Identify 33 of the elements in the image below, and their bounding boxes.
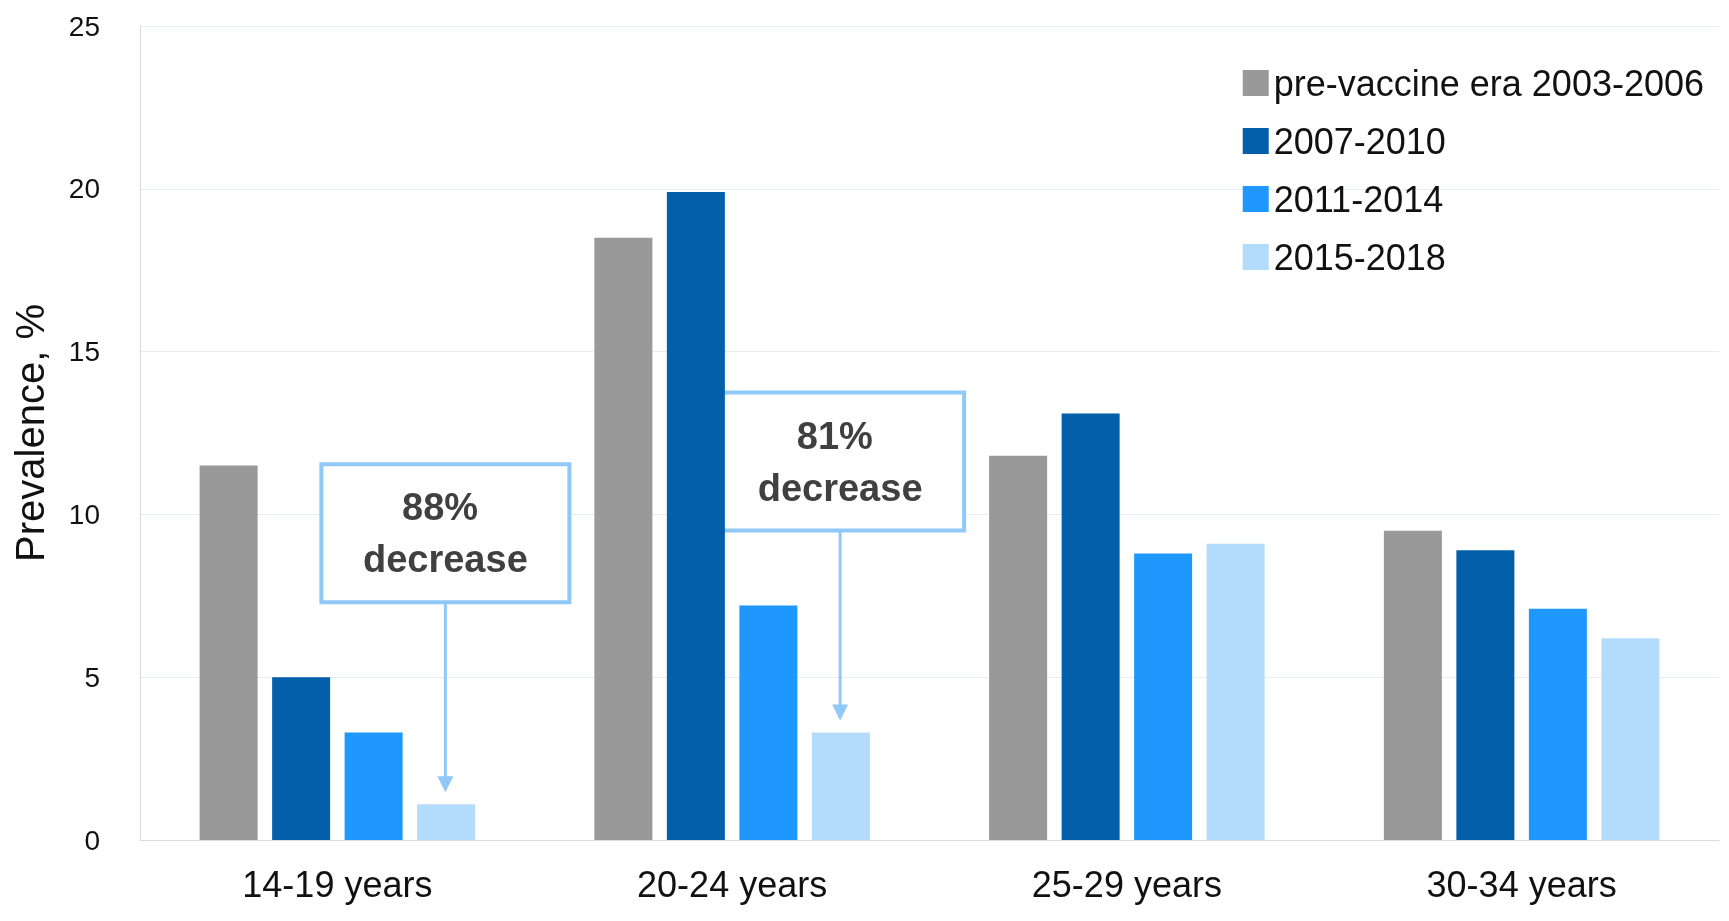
bar xyxy=(1456,550,1515,840)
bar xyxy=(989,455,1048,840)
x-tick-label: 14-19 years xyxy=(242,863,433,905)
x-tick-label: 30-34 years xyxy=(1426,863,1617,905)
y-tick-label: 20 xyxy=(68,173,100,205)
y-tick-label: 25 xyxy=(68,10,100,42)
bar xyxy=(199,465,258,840)
x-tick-label: 25-29 years xyxy=(1031,863,1222,905)
y-axis-title: Prevalence, % xyxy=(8,304,52,562)
bar xyxy=(417,804,476,840)
y-tick-label: 10 xyxy=(68,498,100,530)
bar xyxy=(272,677,331,840)
bar xyxy=(666,192,725,840)
bar xyxy=(739,605,798,840)
y-tick-label: 15 xyxy=(68,336,100,368)
x-tick-label: 20-24 years xyxy=(637,863,828,905)
annotation: 88% decrease xyxy=(362,486,528,581)
bar xyxy=(594,237,653,840)
bar xyxy=(1601,638,1660,840)
bar xyxy=(1206,543,1265,840)
annotation: 81% decrease xyxy=(757,414,923,509)
bar xyxy=(811,732,870,840)
legend-label: 2015-2018 xyxy=(1273,236,1446,278)
bar xyxy=(1528,608,1587,840)
bar xyxy=(1134,553,1193,840)
bar xyxy=(1383,530,1442,840)
bar xyxy=(1061,413,1120,840)
legend-label: 2011-2014 xyxy=(1273,178,1444,220)
bar xyxy=(344,732,403,840)
legend-label: 2007-2010 xyxy=(1273,120,1446,162)
y-tick-label: 0 xyxy=(84,824,100,856)
legend-label: pre-vaccine era 2003-2006 xyxy=(1273,62,1704,104)
y-tick-label: 5 xyxy=(84,661,100,693)
